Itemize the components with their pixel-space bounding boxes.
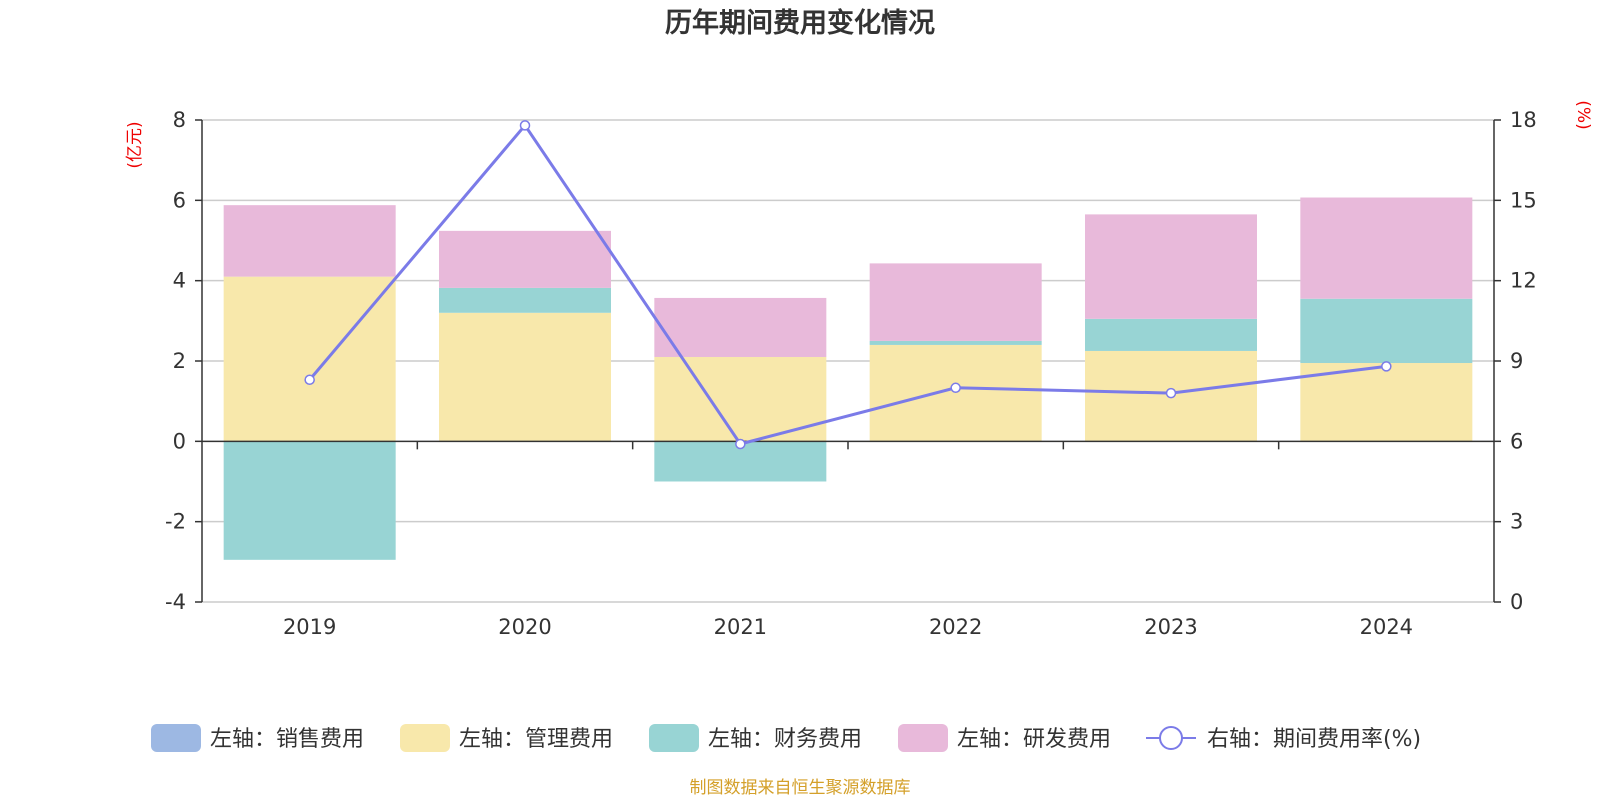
bar-series	[223, 197, 1473, 560]
legend-label: 左轴：管理费用	[459, 727, 613, 752]
axes: -4 -2 0 2 4 6 8 0 3 6 9 12 15 18 2019 2020 2021 2022 2023 2…	[165, 108, 1537, 639]
legend-item[interactable]: 右轴：期间费用率(%)	[1146, 726, 1421, 752]
line-series	[304, 120, 1392, 450]
bar-2019	[223, 276, 396, 442]
legend-label: 左轴：财务费用	[708, 727, 862, 752]
legend-marker	[1159, 726, 1183, 750]
rate-point	[304, 374, 315, 385]
rate-point	[735, 438, 746, 450]
x-tick-label: 2022	[929, 615, 982, 639]
legend-item[interactable]: 左轴：管理费用	[400, 724, 613, 752]
legend-swatch	[151, 724, 201, 752]
x-tick-label: 2019	[283, 615, 336, 639]
chart-title: 历年期间费用变化情况	[665, 7, 935, 39]
bar-2023	[1085, 318, 1257, 351]
rate-line	[308, 122, 1387, 446]
bar-2021	[654, 297, 827, 357]
x-tick-label: 2024	[1360, 615, 1413, 639]
bar-2020	[439, 287, 611, 313]
legend-swatch	[400, 724, 450, 752]
grid-lines	[202, 119, 1494, 603]
left-tick-label: 0	[173, 429, 186, 453]
bar-2024	[1300, 197, 1473, 299]
data-source: 制图数据来自恒生聚源数据库	[690, 778, 911, 798]
legend-swatch	[649, 724, 699, 752]
rate-point	[1381, 361, 1392, 372]
legend-label: 左轴：研发费用	[957, 727, 1111, 752]
legend-label: 左轴：销售费用	[210, 727, 364, 752]
bar-2020	[439, 230, 611, 288]
right-tick-label: 9	[1510, 349, 1523, 373]
bar-2022	[869, 344, 1042, 442]
x-tick-label: 2023	[1144, 615, 1197, 639]
left-tick-label: -2	[165, 510, 186, 534]
bar-2022	[869, 340, 1042, 345]
legend: 左轴：销售费用 左轴：管理费用 左轴：财务费用 左轴：研发费用 右轴：期间费用率(%)	[151, 724, 1421, 752]
left-tick-label: 4	[173, 269, 186, 293]
bar-2020	[439, 312, 611, 442]
rate-point	[519, 120, 531, 131]
right-tick-label: 15	[1510, 188, 1537, 212]
bar-2019	[223, 205, 396, 277]
left-tick-label: 8	[173, 108, 186, 132]
left-axis-unit: (亿元)	[125, 121, 145, 168]
legend-item[interactable]: 左轴：销售费用	[151, 724, 364, 752]
legend-swatch	[898, 724, 948, 752]
bar-2023	[1085, 214, 1257, 319]
x-tick-label: 2020	[498, 615, 551, 639]
right-tick-label: 3	[1510, 510, 1523, 534]
right-tick-label: 18	[1510, 108, 1537, 132]
bar-2022	[869, 263, 1042, 341]
bar-2024	[1300, 363, 1473, 442]
right-tick-label: 12	[1510, 269, 1537, 293]
right-tick-label: 0	[1510, 590, 1523, 614]
rate-point	[1165, 387, 1177, 399]
left-tick-label: 2	[173, 349, 186, 373]
legend-item[interactable]: 左轴：财务费用	[649, 724, 862, 752]
legend-item[interactable]: 左轴：研发费用	[898, 724, 1111, 752]
x-tick-label: 2021	[714, 615, 767, 639]
left-tick-label: -4	[165, 590, 186, 614]
left-tick-label: 6	[173, 188, 186, 212]
bar-2019	[223, 441, 396, 560]
legend-label: 右轴：期间费用率(%)	[1207, 727, 1421, 752]
right-axis-unit: (%)	[1573, 100, 1593, 129]
right-tick-label: 6	[1510, 429, 1523, 453]
bar-2021	[654, 356, 827, 442]
rate-point	[950, 382, 961, 394]
bar-2024	[1300, 298, 1473, 364]
